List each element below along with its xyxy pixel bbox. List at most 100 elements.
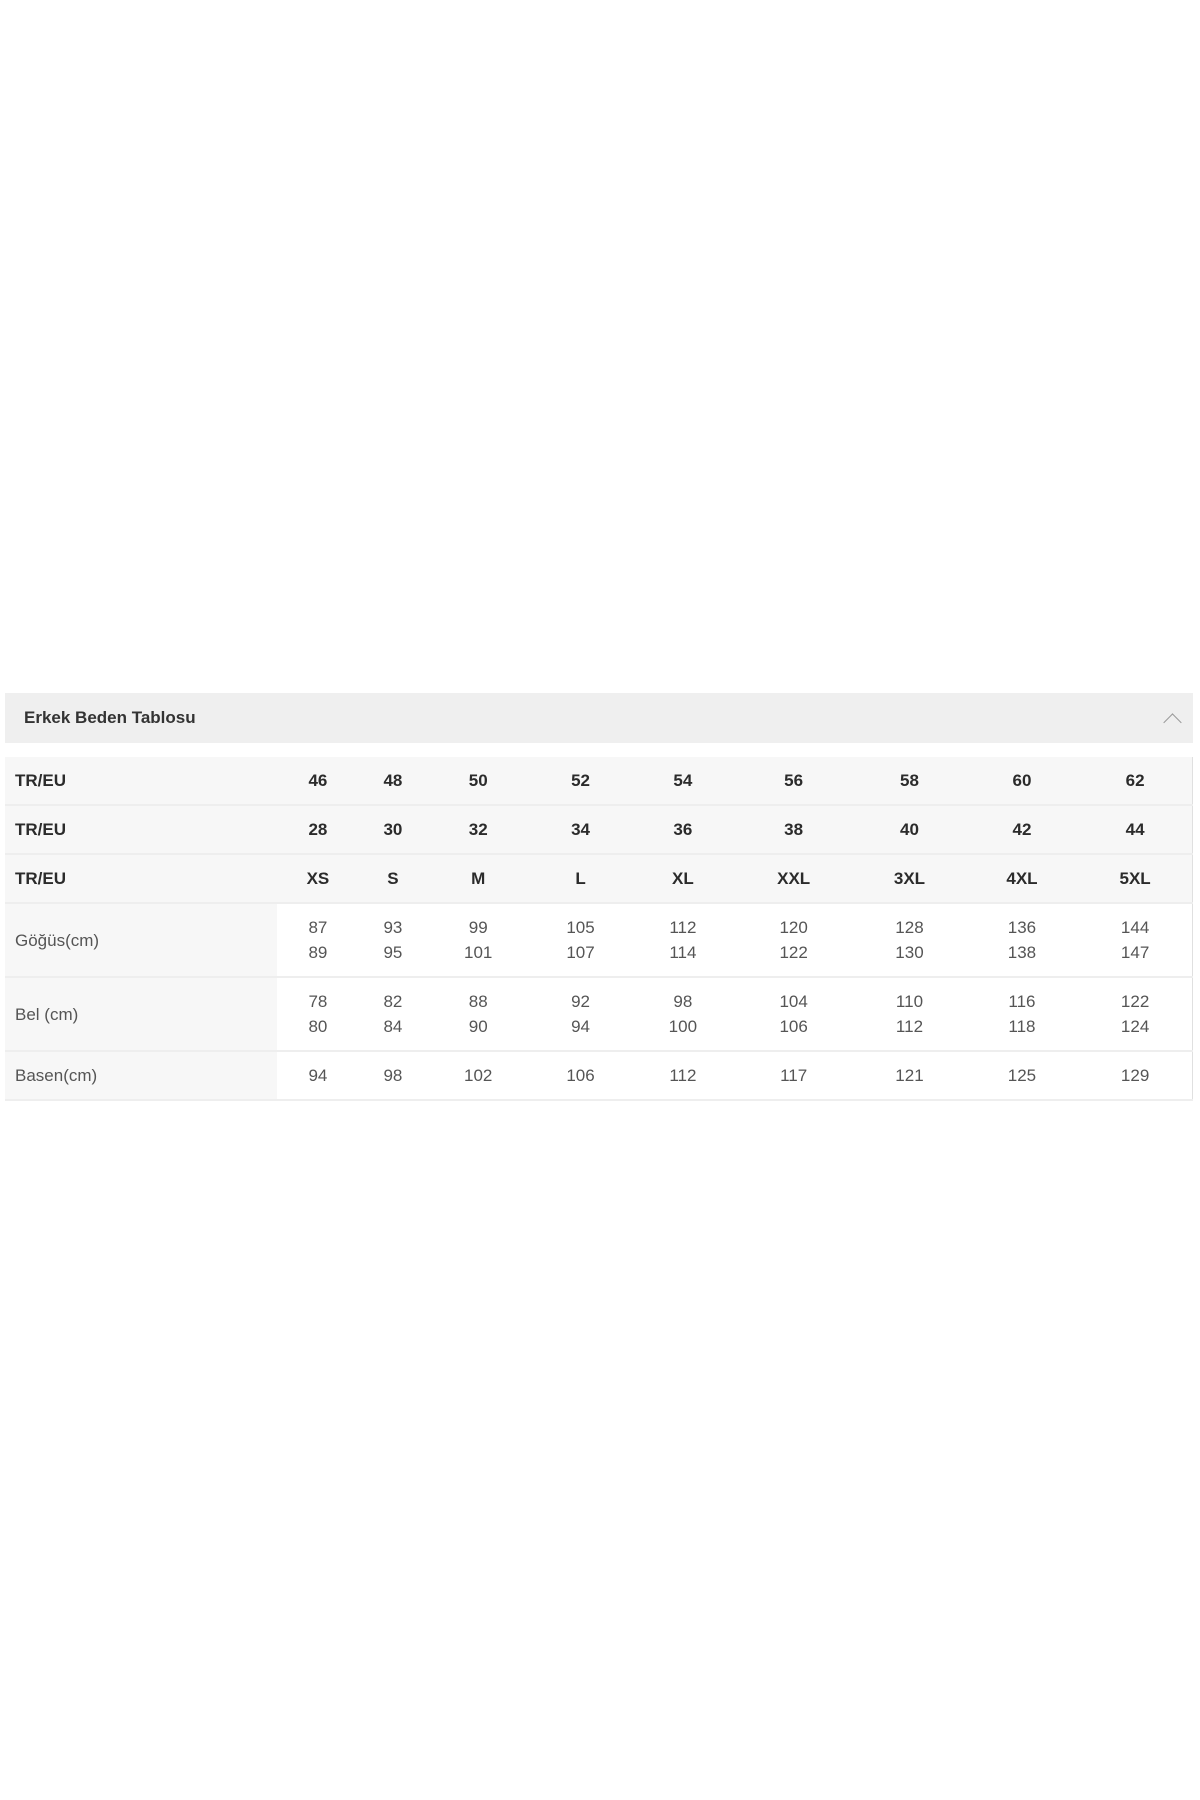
table-cell: 28 (277, 805, 359, 855)
table-cell: 44 (1078, 805, 1193, 855)
table-cell: 40 (853, 805, 966, 855)
cell-value: 138 (1007, 943, 1037, 962)
table-cell: 105 107 (529, 903, 632, 978)
table-cell: 46 (277, 757, 359, 806)
cell-value: 114 (669, 943, 697, 962)
table-cell: M (427, 854, 530, 904)
table-cell: 128 130 (853, 903, 966, 978)
table-cell: 3XL (853, 854, 966, 904)
row-label: Bel (cm) (5, 977, 277, 1052)
row-label: TR/EU (5, 854, 277, 904)
chevron-up-icon[interactable] (1163, 712, 1182, 732)
row-label: TR/EU (5, 805, 277, 855)
table-cell: 94 (277, 1051, 359, 1101)
table-cell: 50 (427, 757, 530, 806)
row-label: TR/EU (5, 757, 277, 806)
cell-value: 130 (895, 943, 924, 962)
table-cell: 116 118 (965, 977, 1079, 1052)
cell-value: 89 (308, 943, 328, 962)
cell-value: 122 (779, 943, 808, 962)
cell-value: 82 (383, 992, 403, 1011)
cell-value: 98 (673, 992, 693, 1011)
table-row: Basen(cm) 94 98 102 106 112 117 121 125 129 (5, 1051, 1193, 1101)
cell-value: 93 (383, 918, 403, 937)
table-cell: 88 90 (427, 977, 530, 1052)
table-cell: S (358, 854, 428, 904)
row-label: Basen(cm) (5, 1051, 277, 1101)
table-cell: 112 114 (631, 903, 735, 978)
table-cell: 36 (631, 805, 735, 855)
cell-value: 128 (895, 918, 924, 937)
cell-value: 104 (779, 992, 808, 1011)
table-cell: 136 138 (965, 903, 1079, 978)
table-cell: 54 (631, 757, 735, 806)
size-chart-panel: Erkek Beden Tablosu TR/EU 46 48 50 52 54 56 58 6… (5, 693, 1193, 1101)
table-cell: 98 (358, 1051, 428, 1101)
table-row: TR/EU 46 48 50 52 54 56 58 60 62 (5, 757, 1193, 806)
table-cell: 92 94 (529, 977, 632, 1052)
cell-value: 107 (566, 943, 595, 962)
table-cell: 98 100 (631, 977, 735, 1052)
cell-value: 112 (669, 918, 697, 937)
table-cell: 62 (1078, 757, 1193, 806)
row-label: Göğüs(cm) (5, 903, 277, 978)
table-cell: 87 89 (277, 903, 359, 978)
cell-value: 116 (1008, 992, 1036, 1011)
table-cell: 125 (965, 1051, 1079, 1101)
table-cell: 144 147 (1078, 903, 1193, 978)
cell-value: 80 (308, 1017, 328, 1036)
cell-value: 147 (1120, 943, 1150, 962)
cell-value: 92 (571, 992, 590, 1011)
cell-value: 122 (1120, 992, 1150, 1011)
table-cell: XXL (734, 854, 854, 904)
table-cell: 121 (853, 1051, 966, 1101)
cell-value: 112 (895, 1017, 924, 1036)
table-cell: 42 (965, 805, 1079, 855)
table-cell: 38 (734, 805, 854, 855)
cell-value: 144 (1120, 918, 1150, 937)
cell-value: 94 (571, 1017, 590, 1036)
cell-value: 124 (1120, 1017, 1150, 1036)
cell-value: 120 (779, 918, 808, 937)
table-row: Bel (cm) 78 80 82 84 88 90 92 94 98 100 104 106 110 11… (5, 977, 1193, 1052)
table-cell: 58 (853, 757, 966, 806)
table-cell: 117 (734, 1051, 854, 1101)
table-cell: 60 (965, 757, 1079, 806)
accordion-header[interactable]: Erkek Beden Tablosu (5, 693, 1193, 743)
table-row: Göğüs(cm) 87 89 93 95 99 101 105 107 112 114 120 122… (5, 903, 1193, 978)
table-cell: 4XL (965, 854, 1079, 904)
table-cell: 78 80 (277, 977, 359, 1052)
table-cell: 34 (529, 805, 632, 855)
cell-value: 99 (468, 918, 488, 937)
table-cell: 56 (734, 757, 854, 806)
cell-value: 110 (895, 992, 924, 1011)
table-cell: 112 (631, 1051, 735, 1101)
cell-value: 118 (1008, 1017, 1036, 1036)
table-cell: XL (631, 854, 735, 904)
table-cell: 5XL (1078, 854, 1193, 904)
table-cell: L (529, 854, 632, 904)
cell-value: 90 (468, 1017, 488, 1036)
table-cell: 102 (427, 1051, 530, 1101)
cell-value: 100 (668, 1017, 698, 1036)
table-row: TR/EU XS S M L XL XXL 3XL 4XL 5XL (5, 854, 1193, 904)
cell-value: 106 (779, 1017, 808, 1036)
cell-value: 87 (308, 918, 328, 937)
table-cell: 32 (427, 805, 530, 855)
table-cell: 82 84 (358, 977, 428, 1052)
cell-value: 78 (308, 992, 328, 1011)
panel-title: Erkek Beden Tablosu (24, 708, 196, 727)
table-cell: 106 (529, 1051, 632, 1101)
table-cell: 48 (358, 757, 428, 806)
table-cell: 104 106 (734, 977, 854, 1052)
size-table: TR/EU 46 48 50 52 54 56 58 60 62 TR/EU 28 30 32 34 36 38… (5, 757, 1193, 1101)
table-cell: 93 95 (358, 903, 428, 978)
table-cell: 99 101 (427, 903, 530, 978)
cell-value: 101 (464, 943, 493, 962)
cell-value: 84 (383, 1017, 403, 1036)
table-cell: 52 (529, 757, 632, 806)
cell-value: 136 (1007, 918, 1037, 937)
table-cell: 30 (358, 805, 428, 855)
table-cell: 129 (1078, 1051, 1193, 1101)
table-cell: XS (277, 854, 359, 904)
